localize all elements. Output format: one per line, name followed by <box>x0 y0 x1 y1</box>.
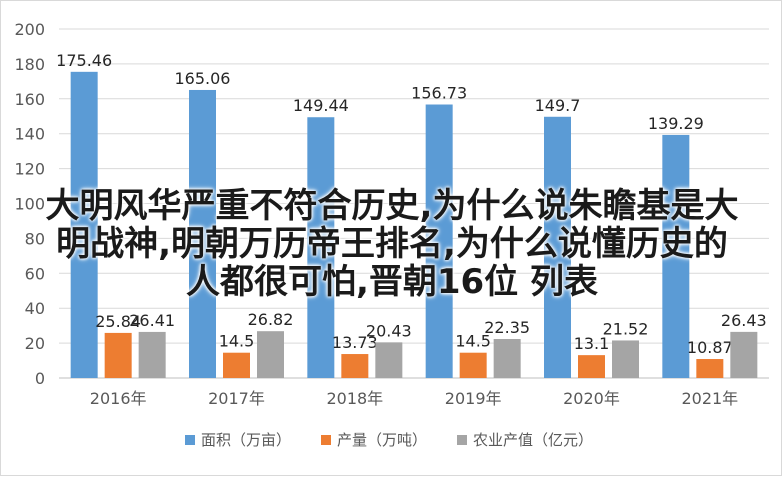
legend-label: 面积（万亩） <box>201 431 291 449</box>
data-label: 25.84 <box>95 312 141 331</box>
x-tick-label: 2017年 <box>208 389 265 408</box>
bar <box>375 342 403 378</box>
data-label: 149.44 <box>293 96 349 115</box>
y-tick-label: 20 <box>25 334 45 353</box>
data-label: 21.52 <box>603 319 649 338</box>
y-tick-label: 160 <box>14 90 45 109</box>
legend-label: 农业产值（亿元） <box>473 431 593 449</box>
bar <box>612 340 639 378</box>
data-label: 13.1 <box>574 334 610 353</box>
y-tick-label: 40 <box>25 299 45 318</box>
x-tick-label: 2020年 <box>563 389 620 408</box>
y-tick-label: 60 <box>25 264 45 283</box>
data-label: 20.43 <box>366 321 412 340</box>
bar <box>223 352 250 378</box>
data-label: 14.5 <box>219 332 255 351</box>
data-label: 26.43 <box>721 311 767 330</box>
data-label: 156.73 <box>411 84 467 103</box>
y-tick-label: 100 <box>14 195 45 214</box>
data-label: 26.41 <box>129 311 175 330</box>
legend-swatch <box>185 435 195 445</box>
bar <box>138 331 166 378</box>
x-tick-label: 2021年 <box>681 389 738 408</box>
bar <box>459 352 487 378</box>
legend-swatch <box>321 435 331 445</box>
y-tick-label: 0 <box>35 369 45 388</box>
data-label: 13.73 <box>332 333 378 352</box>
data-label: 14.5 <box>455 332 491 351</box>
bar <box>544 116 571 378</box>
y-tick-label: 180 <box>14 55 45 74</box>
data-label: 149.7 <box>535 96 581 115</box>
y-tick-label: 140 <box>14 125 45 144</box>
x-tick-label: 2019年 <box>445 389 502 408</box>
y-tick-label: 120 <box>14 160 45 179</box>
bar <box>578 355 605 378</box>
data-label: 26.82 <box>248 310 294 329</box>
data-label: 165.06 <box>175 69 231 88</box>
y-tick-label: 80 <box>25 229 45 248</box>
x-tick-label: 2018年 <box>326 389 383 408</box>
bar <box>104 332 132 378</box>
bar <box>425 104 453 378</box>
bar <box>662 134 690 378</box>
legend-swatch <box>457 435 467 445</box>
bar <box>730 331 758 378</box>
bar <box>189 89 216 378</box>
bar <box>307 117 335 378</box>
legend-label: 产量（万吨） <box>337 431 427 449</box>
bar <box>696 359 724 378</box>
x-tick-label: 2016年 <box>90 389 147 408</box>
y-tick-label: 200 <box>14 20 45 39</box>
data-label: 175.46 <box>56 51 112 70</box>
bar <box>493 338 521 378</box>
bar <box>70 71 98 378</box>
bar <box>341 354 369 378</box>
data-label: 139.29 <box>648 114 704 133</box>
data-label: 22.35 <box>484 318 530 337</box>
data-label: 10.87 <box>687 338 733 357</box>
bar <box>257 331 284 378</box>
